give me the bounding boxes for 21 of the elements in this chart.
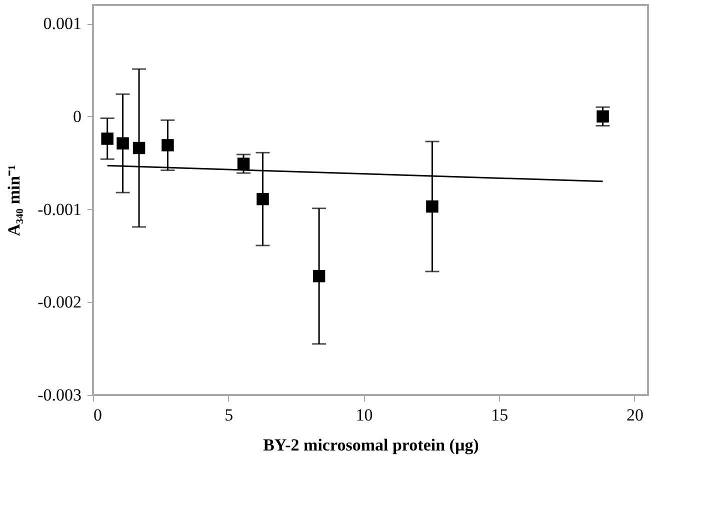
- x-tick-label: 5: [224, 406, 234, 424]
- point: [162, 139, 174, 152]
- x-tick-label: 10: [356, 406, 373, 424]
- point: [237, 158, 250, 170]
- x-tick-label: 15: [491, 406, 508, 424]
- y-tick-label: -0.002: [38, 292, 82, 312]
- y-tick-label: 0: [73, 106, 82, 126]
- y-axis-title: A₃₄₀ min⁻¹: [4, 164, 24, 236]
- point: [256, 192, 269, 206]
- point: [101, 132, 114, 145]
- point: [116, 137, 129, 150]
- x-tick-label: 20: [626, 406, 644, 424]
- x-axis-title: BY-2 microsomal protein (µg): [263, 436, 479, 454]
- y-tick-label: -0.003: [38, 386, 82, 404]
- y-tick-label: 0.001: [43, 14, 82, 34]
- point: [596, 110, 609, 123]
- point: [132, 142, 146, 154]
- point: [312, 270, 326, 282]
- y-tick-label: -0.001: [38, 200, 82, 219]
- x-tick-label: 0: [94, 406, 102, 424]
- point: [426, 200, 438, 213]
